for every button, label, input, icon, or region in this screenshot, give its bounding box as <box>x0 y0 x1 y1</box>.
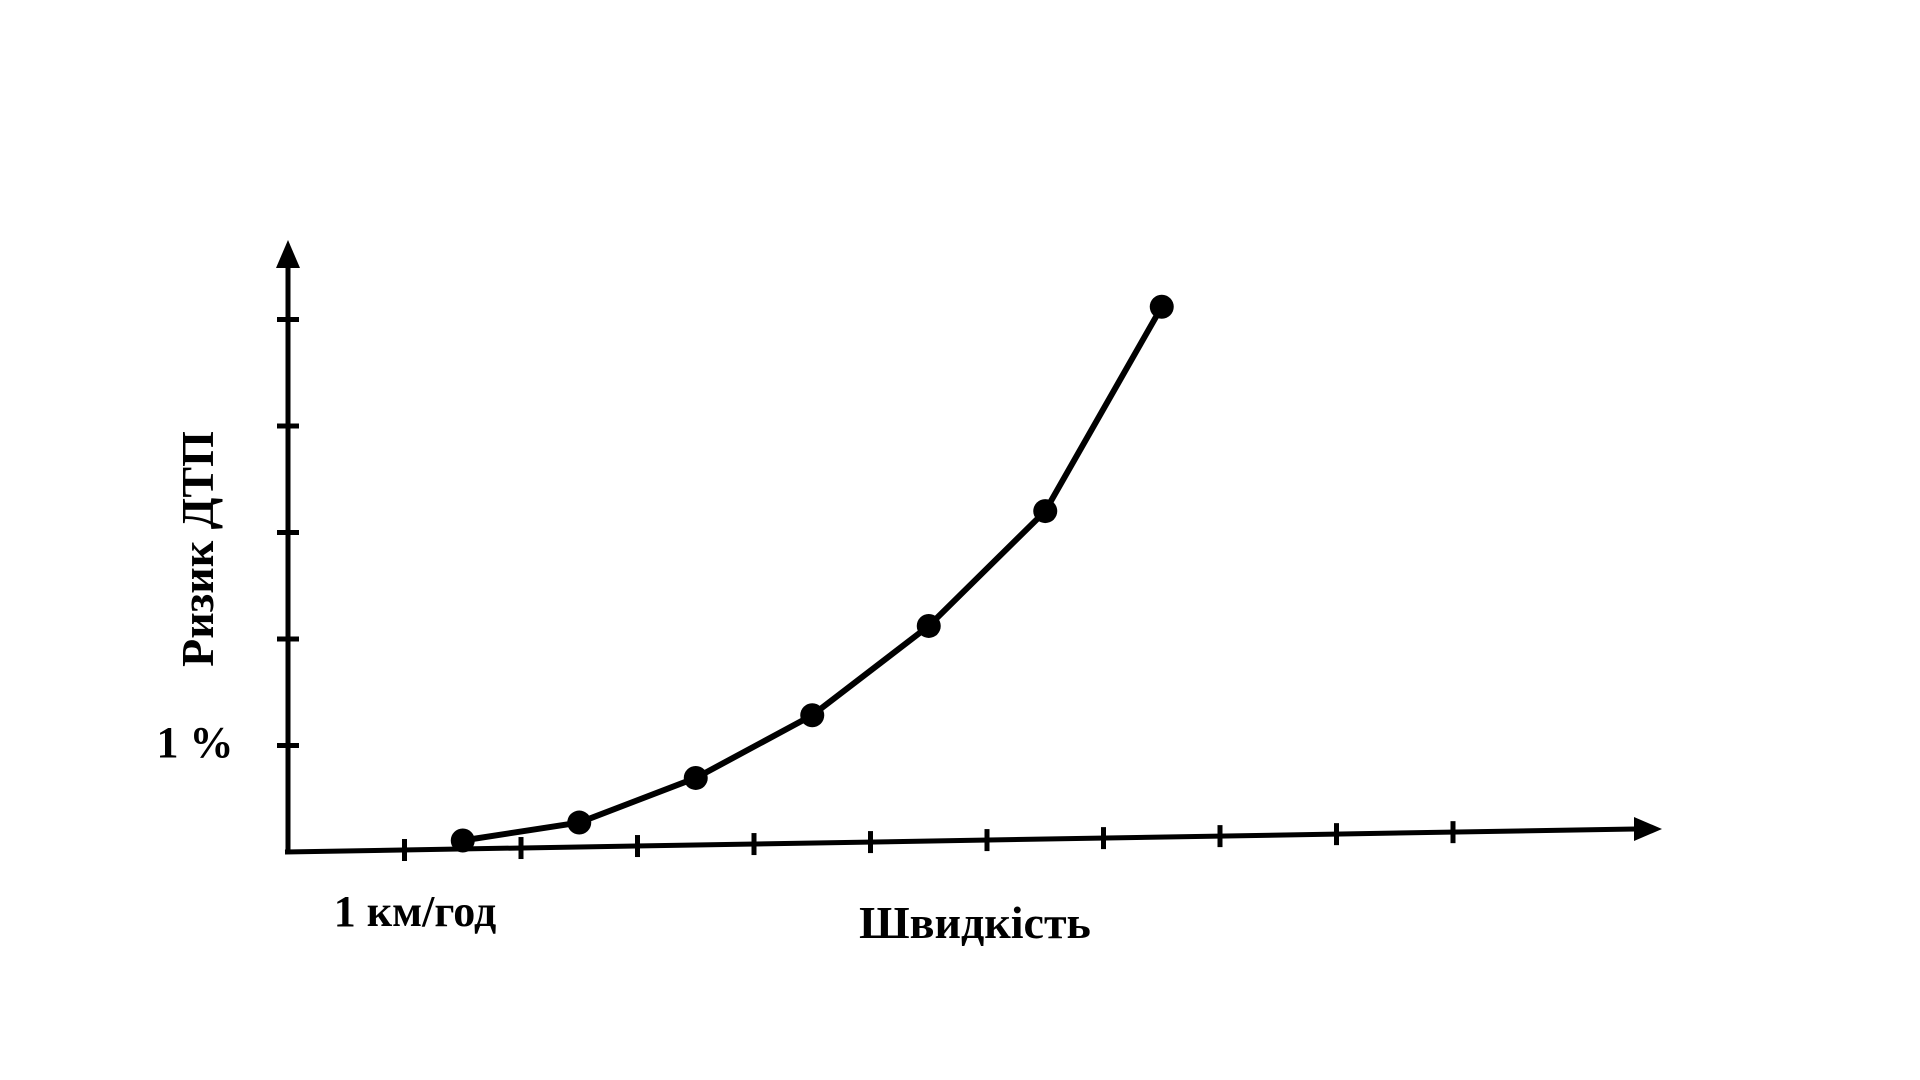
y-axis-arrow <box>276 240 300 268</box>
series-layer <box>450 294 1174 853</box>
data-point <box>567 810 592 835</box>
y-tick-label: 1 % <box>157 718 234 767</box>
data-point <box>683 765 708 790</box>
data-point <box>450 828 475 853</box>
data-point <box>1033 499 1058 524</box>
x-axis-line <box>284 826 1636 855</box>
x-axis-arrow <box>1634 817 1662 841</box>
series-line <box>462 305 1165 844</box>
axes <box>276 240 1662 855</box>
x-ticks <box>402 821 1456 862</box>
data-point <box>916 613 941 638</box>
y-axis-label: Ризик ДТП <box>172 431 223 667</box>
x-axis-label: Швидкість <box>859 897 1091 948</box>
x-tick-label: 1 км/год <box>334 887 496 936</box>
data-point <box>1149 294 1174 319</box>
data-point <box>800 703 825 728</box>
y-ticks <box>277 317 299 748</box>
